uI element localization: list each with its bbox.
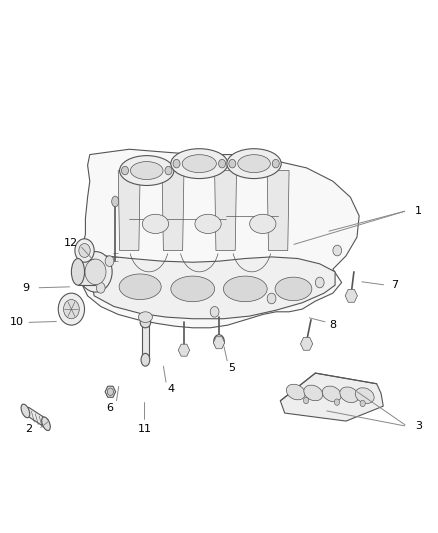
- Ellipse shape: [107, 388, 113, 395]
- Ellipse shape: [182, 155, 216, 173]
- Polygon shape: [118, 171, 140, 251]
- Ellipse shape: [131, 161, 163, 180]
- Text: 9: 9: [22, 283, 29, 293]
- Ellipse shape: [85, 259, 106, 285]
- Ellipse shape: [171, 276, 215, 302]
- Ellipse shape: [79, 244, 90, 257]
- Ellipse shape: [333, 245, 342, 256]
- Ellipse shape: [119, 274, 161, 300]
- Polygon shape: [105, 386, 116, 397]
- Ellipse shape: [334, 399, 339, 405]
- Text: 5: 5: [229, 363, 236, 373]
- Polygon shape: [88, 256, 335, 319]
- Polygon shape: [345, 289, 357, 302]
- Ellipse shape: [286, 384, 305, 400]
- Ellipse shape: [210, 306, 219, 317]
- Text: 1: 1: [415, 206, 422, 215]
- Polygon shape: [78, 259, 95, 285]
- Ellipse shape: [141, 353, 150, 366]
- Ellipse shape: [223, 276, 267, 302]
- Ellipse shape: [275, 277, 312, 301]
- Text: 11: 11: [138, 424, 152, 434]
- Ellipse shape: [79, 252, 112, 292]
- Ellipse shape: [304, 385, 323, 401]
- Ellipse shape: [195, 214, 221, 233]
- Ellipse shape: [227, 149, 281, 179]
- Ellipse shape: [315, 277, 324, 288]
- Ellipse shape: [360, 400, 365, 407]
- Ellipse shape: [96, 282, 105, 293]
- Text: 6: 6: [106, 403, 113, 413]
- Polygon shape: [300, 337, 313, 350]
- Polygon shape: [280, 373, 383, 421]
- Text: 4: 4: [167, 384, 174, 394]
- Ellipse shape: [112, 196, 119, 207]
- Ellipse shape: [165, 166, 172, 175]
- Polygon shape: [162, 171, 184, 251]
- Ellipse shape: [238, 155, 270, 173]
- Polygon shape: [213, 337, 225, 349]
- Ellipse shape: [121, 166, 128, 175]
- Ellipse shape: [21, 404, 30, 418]
- Ellipse shape: [75, 239, 94, 262]
- Text: 8: 8: [329, 320, 336, 330]
- Ellipse shape: [304, 398, 309, 404]
- Ellipse shape: [214, 335, 224, 348]
- Ellipse shape: [219, 159, 226, 168]
- Ellipse shape: [140, 317, 151, 328]
- Ellipse shape: [267, 293, 276, 304]
- Ellipse shape: [138, 312, 152, 322]
- Polygon shape: [267, 171, 289, 251]
- Text: 2: 2: [25, 424, 32, 434]
- Polygon shape: [25, 407, 48, 427]
- Text: 7: 7: [391, 280, 398, 290]
- Ellipse shape: [355, 388, 374, 403]
- Ellipse shape: [250, 214, 276, 233]
- Ellipse shape: [58, 293, 85, 325]
- Polygon shape: [79, 149, 359, 328]
- Polygon shape: [215, 171, 237, 251]
- Ellipse shape: [42, 417, 50, 431]
- Text: 3: 3: [415, 422, 422, 431]
- Ellipse shape: [64, 300, 79, 319]
- Polygon shape: [142, 325, 149, 357]
- Ellipse shape: [120, 156, 174, 185]
- Ellipse shape: [340, 387, 359, 402]
- Ellipse shape: [171, 149, 228, 179]
- Ellipse shape: [229, 159, 236, 168]
- Ellipse shape: [142, 214, 169, 233]
- Text: 10: 10: [10, 318, 24, 327]
- Ellipse shape: [322, 386, 341, 402]
- Ellipse shape: [272, 159, 279, 168]
- Polygon shape: [178, 344, 190, 356]
- Text: 12: 12: [64, 238, 78, 247]
- Ellipse shape: [71, 259, 85, 285]
- Ellipse shape: [173, 159, 180, 168]
- Ellipse shape: [105, 256, 114, 266]
